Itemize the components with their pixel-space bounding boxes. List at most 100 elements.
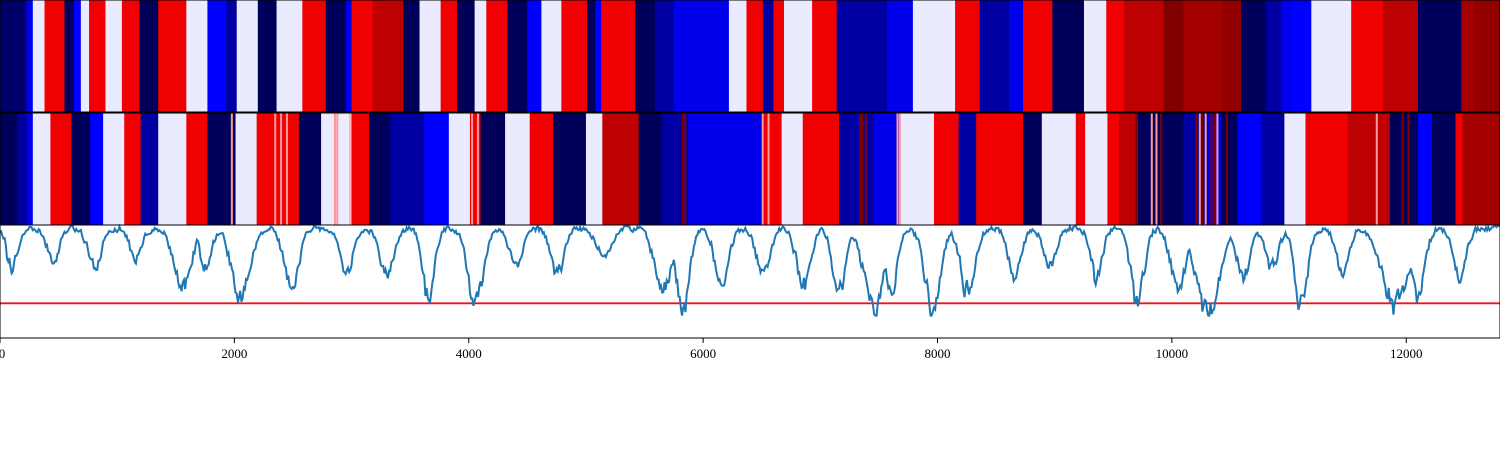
track-b-segment — [1075, 113, 1086, 225]
track-a-segment — [979, 0, 1010, 112]
track-b-segment — [933, 113, 959, 225]
track-a-segment — [474, 0, 487, 112]
track-b-mark — [285, 113, 288, 225]
track-a-segment — [24, 0, 28, 112]
track-a-segment — [1222, 0, 1242, 112]
track-a-segment — [595, 0, 602, 112]
track-b-segment — [90, 113, 104, 225]
track-a-segment — [1083, 0, 1107, 112]
track-b-segment — [1085, 113, 1108, 225]
track-b-segment — [874, 113, 901, 225]
track-a-segment — [1290, 0, 1312, 112]
segmentation-track-b — [0, 113, 1500, 225]
track-b-mark — [1135, 113, 1138, 225]
track-b-segment — [781, 113, 804, 225]
track-b-mark — [1214, 113, 1217, 225]
track-a-segment — [276, 0, 303, 112]
track-a-segment — [158, 0, 187, 112]
frame-track-a — [0, 0, 1500, 113]
track-b-segment — [26, 113, 34, 225]
track-b-mark — [1225, 113, 1228, 225]
track-a-segment — [1163, 0, 1184, 112]
track-b-mark — [1407, 113, 1410, 225]
track-b-segment — [662, 113, 689, 225]
track-a-segment — [1241, 0, 1267, 112]
track-a-segment — [1351, 0, 1384, 112]
track-a-segment — [1123, 0, 1165, 112]
track-a-segment — [26, 0, 34, 112]
track-b-mark — [230, 113, 233, 225]
track-b-mark — [1198, 113, 1201, 225]
track-a-segment — [1008, 0, 1024, 112]
track-b-segment — [424, 113, 450, 225]
track-a-segment — [601, 0, 636, 112]
track-a-segment — [105, 0, 123, 112]
track-b-segment — [687, 113, 765, 225]
signal-line — [0, 223, 1500, 317]
track-b-segment — [469, 113, 481, 225]
track-b-mark — [333, 113, 336, 225]
track-b-segment — [186, 113, 208, 225]
track-b-segment — [1107, 113, 1120, 225]
track-a-segment — [541, 0, 562, 112]
track-b-segment — [50, 113, 72, 225]
track-a-segment — [325, 0, 347, 112]
track-a-segment — [0, 0, 26, 112]
track-b-segment — [1023, 113, 1043, 225]
track-a-segment — [773, 0, 785, 112]
track-b-segment — [958, 113, 977, 225]
track-b-mark — [1375, 113, 1378, 225]
track-b-segment — [124, 113, 142, 225]
track-a-segment — [1461, 0, 1475, 112]
track-b-segment — [505, 113, 531, 225]
track-b-mark — [761, 113, 764, 225]
signal-panel — [0, 223, 1500, 338]
track-a-segment — [587, 0, 596, 112]
track-b-segment — [1432, 113, 1456, 225]
track-a-segment — [440, 0, 458, 112]
track-a-segment — [836, 0, 888, 112]
track-a-segment — [1023, 0, 1053, 112]
track-a-segment — [419, 0, 442, 112]
track-b-segment — [71, 113, 91, 225]
x-tick-label: 0 — [0, 346, 5, 361]
track-b-mark — [1216, 113, 1219, 225]
track-b-mark — [1401, 113, 1404, 225]
track-b-segment — [140, 113, 159, 225]
track-a-segment — [302, 0, 327, 112]
track-b-segment — [976, 113, 1024, 225]
track-a-segment — [89, 0, 106, 112]
track-b-mark — [684, 113, 687, 225]
track-a-segment — [345, 0, 352, 112]
track-b-segment — [1221, 113, 1238, 225]
track-b-mark — [336, 113, 339, 225]
track-b-segment — [369, 113, 391, 225]
track-a-segment — [457, 0, 476, 112]
x-tick-label: 10000 — [1156, 346, 1189, 361]
track-b-segment — [638, 113, 663, 225]
track-b-segment — [1417, 113, 1433, 225]
track-b-mark — [858, 113, 861, 225]
track-a-segment — [955, 0, 981, 112]
track-b-mark — [1195, 113, 1198, 225]
track-b-mark — [1201, 113, 1204, 225]
track-b-segment — [802, 113, 840, 225]
track-a-segment — [561, 0, 588, 112]
track-b-segment — [17, 113, 28, 225]
track-a-segment — [257, 0, 277, 112]
track-a-segment — [486, 0, 508, 112]
track-a-segment — [226, 0, 238, 112]
track-b-mark — [896, 113, 899, 225]
segmentation-track-a — [0, 0, 1500, 112]
track-b-segment — [529, 113, 554, 225]
track-b-segment — [839, 113, 875, 225]
track-b-segment — [900, 113, 935, 225]
track-a-segment — [1311, 0, 1352, 112]
track-a-segment — [236, 0, 259, 112]
track-b-mark — [274, 113, 277, 225]
track-b-mark — [864, 113, 867, 225]
track-a-segment — [73, 0, 82, 112]
track-a-segment — [121, 0, 140, 112]
frame-signal — [0, 224, 1500, 339]
